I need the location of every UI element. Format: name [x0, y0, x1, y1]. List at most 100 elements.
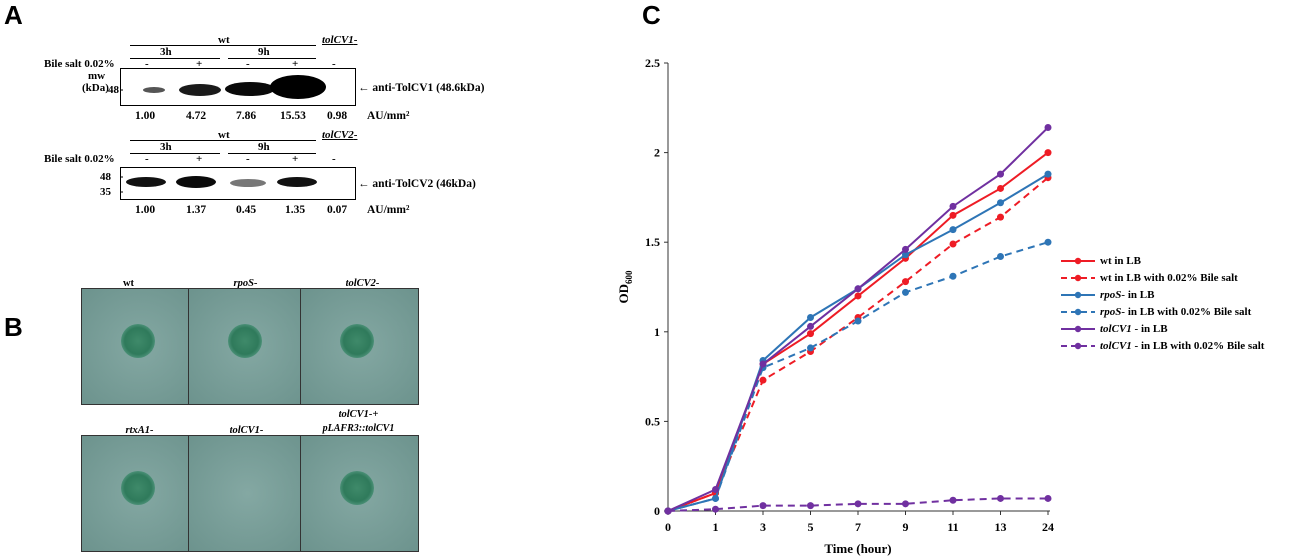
y-tick-label: 0: [654, 504, 660, 518]
blot1-sign: +: [292, 58, 299, 70]
data-point: [949, 272, 957, 280]
plate-tolcv2: [300, 288, 419, 405]
blot1-time-3h: 3h: [160, 46, 172, 58]
plate-title-rpos: rpoS-: [233, 278, 258, 289]
y-axis-label: OD600: [616, 270, 634, 304]
blot1-value: 4.72: [186, 110, 207, 122]
x-tick-label: 11: [947, 520, 958, 534]
data-point: [807, 344, 814, 352]
blot2-time-3h: 3h: [160, 141, 172, 153]
data-point: [902, 278, 909, 286]
blot2-mutant-label: tolCV2-: [322, 129, 358, 141]
blot1-mw-label: mw: [88, 70, 106, 82]
panel-label-b: B: [4, 312, 23, 342]
legend-condition: - in LB with 0.02% Bile salt: [1131, 340, 1265, 352]
legend-swatch: [1061, 275, 1095, 282]
plate-title-wt: wt: [122, 278, 135, 289]
blot1-value: 1.00: [135, 110, 156, 122]
blot1-3h-bracket: [130, 58, 220, 59]
colony-halo: [121, 324, 155, 358]
blot2-sign: -: [332, 153, 336, 165]
blot2-time-9h: 9h: [258, 141, 270, 153]
blot2-band: [277, 177, 317, 187]
panel-label-a: A: [4, 0, 23, 30]
data-point: [807, 313, 814, 321]
blot2-antibody-label: ← anti-TolCV2 (46kDa): [358, 178, 476, 190]
plate-title-tolcv2: tolCV2-: [345, 278, 380, 289]
chart-legend: wt in LB wt in LB with 0.02% Bile salt rpo…: [1060, 255, 1290, 365]
plate-tolcv1-complemented: [300, 435, 419, 552]
plate-tolcv1: [188, 435, 307, 552]
x-tick-label: 13: [995, 520, 1007, 534]
blot2-band: [230, 179, 266, 187]
blot1-sign: -: [145, 58, 149, 70]
data-point: [1044, 149, 1052, 157]
legend-entry: wt in LB with 0.02% Bile salt: [1060, 272, 1238, 284]
blot2-bile-label: Bile salt 0.02%: [44, 153, 115, 165]
chart-axes: 00.511.522.50 1 3 5 7 9 11 13 24: [645, 56, 1054, 534]
y-axis-label-subscript: 600: [624, 270, 634, 284]
data-point: [997, 494, 1004, 502]
blot1-wt-bracket: [130, 45, 316, 46]
data-point: [949, 240, 957, 248]
blot1-value: 15.53: [280, 110, 306, 122]
data-point: [997, 199, 1004, 207]
legend-strain: tolCV1: [1100, 340, 1132, 352]
data-point: [949, 226, 957, 234]
series-2: [664, 170, 1052, 515]
blot1-band: [225, 82, 275, 96]
data-point: [902, 500, 909, 508]
data-point: [712, 485, 719, 493]
blot1-sign: -: [246, 58, 250, 70]
x-tick-label: 5: [808, 520, 814, 534]
blot2-wt-bracket: [130, 140, 316, 141]
blot2-membrane: [120, 167, 356, 200]
panel-label-c: C: [642, 0, 661, 30]
chart-series: [664, 124, 1052, 515]
legend-strain: wt: [1100, 272, 1112, 284]
plate-wt: [81, 288, 200, 405]
series-0: [664, 149, 1052, 515]
blot2-value: 1.00: [135, 204, 156, 216]
blot2-sign: -: [145, 153, 149, 165]
series-line: [667, 173, 1049, 512]
data-point: [854, 292, 862, 300]
series-line: [667, 241, 1049, 512]
y-tick-label: 2: [654, 146, 660, 160]
legend-condition: - in LB: [1131, 323, 1168, 335]
data-point: [712, 494, 719, 502]
data-point: [1044, 238, 1052, 246]
blot1-wt-label: wt: [218, 34, 230, 46]
blot2-sign: +: [196, 153, 203, 165]
blot1-sign: -: [332, 58, 336, 70]
data-point: [997, 184, 1004, 192]
legend-swatch: [1061, 326, 1095, 333]
blot1-9h-bracket: [228, 58, 316, 59]
legend-swatch: [1061, 343, 1095, 350]
growth-curve-chart: 00.511.522.50 1 3 5 7 9 11 13 24 OD600 Time (hou…: [616, 56, 1054, 556]
data-point: [902, 251, 909, 259]
colony-halo: [340, 324, 374, 358]
data-point: [807, 502, 814, 510]
legend-strain: rpoS-: [1100, 306, 1126, 318]
y-tick-label: 2.5: [645, 56, 660, 70]
legend-swatch: [1061, 309, 1095, 316]
data-point: [759, 376, 767, 384]
blot2-marker-35: 35: [100, 186, 111, 198]
blot1-marker-48: 48: [108, 84, 119, 96]
data-point: [949, 211, 957, 219]
colony-halo: [340, 471, 374, 505]
legend-entry: rpoS- in LB: [1060, 289, 1154, 301]
legend-condition: in LB with 0.02% Bile salt: [1111, 272, 1238, 284]
data-point: [997, 213, 1004, 221]
blot2-unit: AU/mm²: [367, 204, 410, 216]
x-axis-label: Time (hour): [824, 541, 891, 556]
y-axis-label-main: OD: [616, 284, 631, 304]
panel-b-plate-assay: wt rpoS- tolCV2- rtxA1- tolCV1- tolCV1-+…: [70, 270, 450, 560]
legend-entry: wt in LB: [1060, 255, 1141, 267]
series-line: [667, 497, 1048, 512]
data-point: [902, 288, 909, 296]
plate-title-rtxa1: rtxA1-: [125, 425, 154, 436]
data-point: [664, 507, 672, 515]
x-tick-label: 1: [713, 520, 719, 534]
